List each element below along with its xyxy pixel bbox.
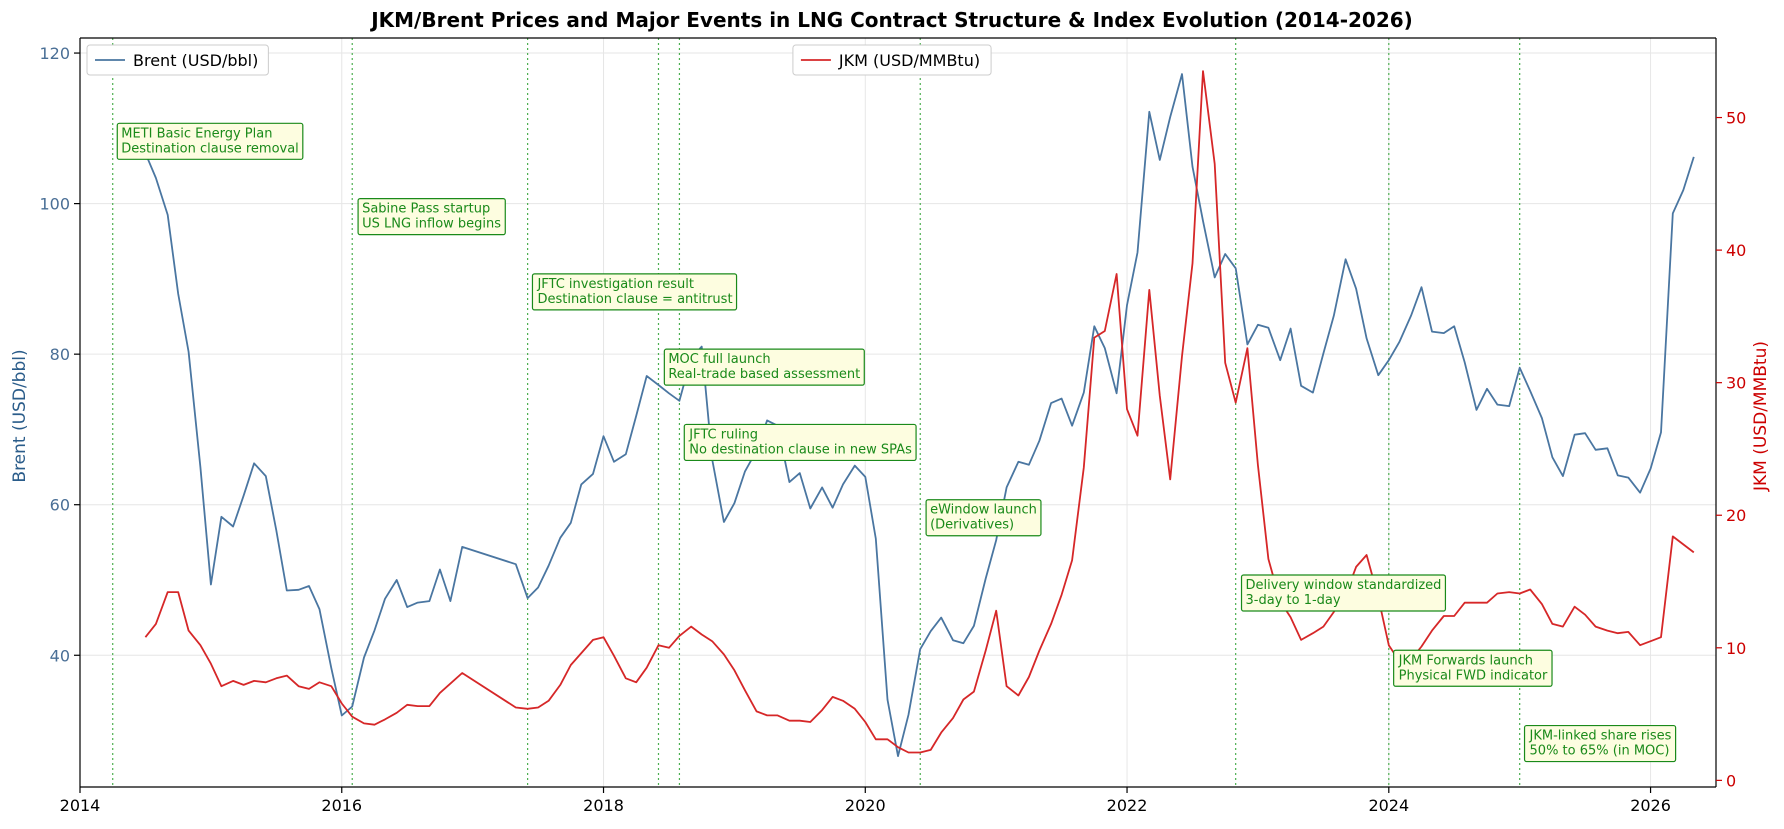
event-annotation-box — [1393, 649, 1553, 687]
event-annotation-box — [1240, 574, 1447, 612]
event-annotation-text: JKM-linked share rises 50% to 65% (in MOC… — [1529, 729, 1672, 759]
legend-box — [792, 44, 992, 76]
event-annotation-text: JFTC ruling No destination clause in new … — [688, 427, 912, 457]
y-axis-right-label: JKM (USD/MMBtu) — [1751, 341, 1771, 492]
event-annotation-box — [531, 273, 738, 311]
event-annotation-line: Delivery window standardized — [1246, 578, 1442, 593]
event-annotation: eWindow launch (Derivatives) — [925, 499, 1042, 537]
event-annotation-box — [683, 423, 917, 462]
y-right-tick-label: 20 — [1726, 506, 1746, 525]
event-lines-layer — [112, 38, 1521, 787]
annotation-layer: METI Basic Energy Plan Destination clause… — [116, 122, 1677, 763]
event-annotation-line: JKM Forwards launch — [1398, 653, 1533, 668]
y-left-tick-label: 40 — [50, 646, 70, 665]
event-annotation-line: (Derivatives) — [930, 518, 1014, 533]
event-annotation: JFTC investigation result Destination cla… — [531, 273, 738, 311]
event-annotation-line: eWindow launch — [930, 503, 1037, 518]
y-left-tick-label: 60 — [50, 496, 70, 515]
legend-label: JKM (USD/MMBtu) — [838, 51, 980, 70]
legend-layer: Brent (USD/bbl) JKM (USD/MMBtu) — [86, 44, 992, 76]
event-annotation-box — [925, 499, 1042, 537]
event-annotation-line: JFTC investigation result — [536, 277, 694, 292]
y-right-tick-label: 30 — [1726, 374, 1746, 393]
axes-layer: 2014 2016 2018 2020 2022 2024 2026406080100120… — [39, 37, 1746, 815]
event-annotation-line: JKM-linked share rises — [1529, 729, 1672, 744]
event-annotation-text: JFTC investigation result Destination cla… — [536, 277, 732, 307]
legend-box — [86, 44, 269, 76]
y-right-tick-label: 0 — [1726, 771, 1736, 790]
brent-legend: Brent (USD/bbl) — [86, 44, 269, 76]
event-annotation-line: US LNG inflow begins — [362, 217, 501, 232]
event-annotation-box — [663, 348, 865, 386]
event-annotation-line: METI Basic Energy Plan — [121, 126, 272, 141]
y-axis-left-label: Brent (USD/bbl) — [10, 349, 30, 482]
event-annotation-text: MOC full launch Real-trade based assessme… — [668, 352, 860, 382]
y-right-tick-label: 50 — [1726, 109, 1746, 128]
series-layer — [144, 70, 1695, 757]
event-annotation-box — [357, 198, 506, 236]
jkm-series-line — [144, 70, 1695, 754]
event-annotation-line: MOC full launch — [668, 352, 770, 367]
x-tick-label: 2014 — [60, 796, 101, 815]
event-annotation-text: JKM Forwards launch Physical FWD indicato… — [1398, 653, 1548, 683]
x-tick-label: 2024 — [1368, 796, 1409, 815]
chart-title: JKM/Brent Prices and Major Events in LNG… — [369, 8, 1413, 32]
y-left-tick-label: 80 — [50, 345, 70, 364]
event-annotation-box — [116, 122, 304, 160]
event-annotation-line: JFTC ruling — [688, 427, 758, 442]
jkm-legend: JKM (USD/MMBtu) — [792, 44, 992, 76]
x-tick-label: 2016 — [321, 796, 362, 815]
event-annotation-box — [1523, 724, 1677, 763]
y-left-tick-label: 120 — [39, 44, 70, 63]
event-annotation-line: 3-day to 1-day — [1246, 593, 1341, 608]
event-annotation-line: Real-trade based assessment — [668, 367, 860, 382]
event-annotation-text: METI Basic Energy Plan Destination clause… — [121, 126, 299, 156]
x-tick-label: 2018 — [583, 796, 624, 815]
event-annotation-line: Destination clause = antitrust — [537, 292, 732, 307]
event-annotation-text: eWindow launch (Derivatives) — [930, 503, 1037, 533]
event-annotation: Sabine Pass startup US LNG inflow begins — [357, 198, 506, 236]
brent-series-line — [144, 73, 1695, 757]
event-annotation-text: Delivery window standardized 3-day to 1-d… — [1246, 578, 1442, 608]
y-left-tick-label: 100 — [39, 195, 70, 214]
event-annotation-line: Destination clause removal — [121, 141, 299, 156]
event-annotation-line: No destination clause in new SPAs — [689, 442, 912, 457]
x-tick-label: 2026 — [1630, 796, 1671, 815]
event-annotation: METI Basic Energy Plan Destination clause… — [116, 122, 304, 160]
event-annotation-line: Physical FWD indicator — [1399, 668, 1548, 683]
y-right-tick-label: 10 — [1726, 639, 1746, 658]
y-right-tick-label: 40 — [1726, 241, 1746, 260]
event-annotation: Delivery window standardized 3-day to 1-d… — [1240, 574, 1447, 612]
event-annotation: JKM-linked share rises 50% to 65% (in MOC… — [1523, 724, 1677, 763]
event-annotation-line: Sabine Pass startup — [362, 202, 490, 217]
event-annotation: JFTC ruling No destination clause in new … — [683, 423, 917, 462]
event-annotation: JKM Forwards launch Physical FWD indicato… — [1393, 649, 1553, 687]
x-tick-label: 2022 — [1107, 796, 1148, 815]
event-annotation-text: Sabine Pass startup US LNG inflow begins — [362, 202, 501, 232]
event-annotation-line: 50% to 65% (in MOC) — [1530, 744, 1670, 759]
legend-label: Brent (USD/bbl) — [133, 51, 258, 70]
x-tick-label: 2020 — [845, 796, 886, 815]
event-annotation: MOC full launch Real-trade based assessme… — [663, 348, 865, 386]
